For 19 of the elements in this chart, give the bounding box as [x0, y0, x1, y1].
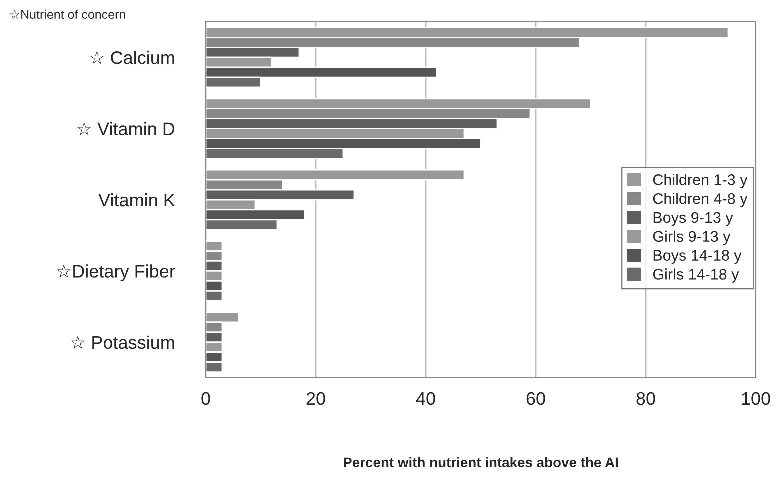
x-tick-label: 100 — [742, 392, 770, 406]
x-tick-label: 80 — [636, 392, 656, 406]
x-tick-label: 20 — [306, 392, 326, 406]
legend-label: Boys 14-18 y — [654, 250, 742, 264]
y-tick-label: ☆Dietary Fiber — [57, 264, 176, 282]
y-tick-label: Vitamin K — [98, 193, 176, 207]
legend-label: Children 4-8 y — [653, 193, 748, 208]
x-tick-label: 60 — [526, 392, 546, 406]
legend-label: Children 1-3 y — [653, 174, 748, 188]
legend-label: Boys 9-13 y — [654, 212, 734, 226]
legend-label: Girls 14-18 y — [653, 268, 740, 283]
legend-label: Girls 9-13 y — [653, 230, 731, 246]
y-tick-label: ☆ Vitamin D — [77, 122, 175, 136]
x-tick-label: 0 — [202, 392, 210, 406]
y-tick-label: ☆ Potassium — [71, 336, 174, 350]
x-axis-title: Percent with nutrient intakes above the AI — [344, 457, 618, 468]
y-tick-label: ☆ Calcium — [90, 51, 174, 64]
text: ☆Nutrient of concern — [10, 10, 126, 20]
x-tick-label: 40 — [416, 392, 436, 406]
